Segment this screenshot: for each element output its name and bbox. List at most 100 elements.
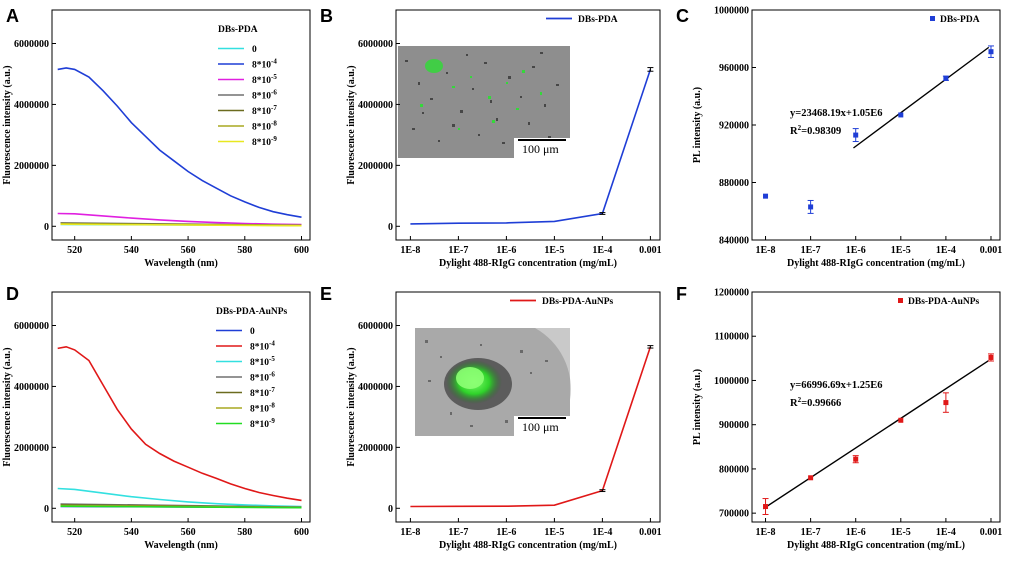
x-tick-label: 580: [237, 527, 252, 538]
y-tick-label: 6000000: [358, 39, 393, 50]
panel-label-b: B: [320, 6, 333, 26]
series-line: [60, 223, 302, 227]
x-tick-label: 0.001: [980, 527, 1003, 538]
legend-label: 8*10-7: [250, 386, 275, 399]
legend-label: 8*10-8: [252, 120, 277, 133]
x-tick-label: 580: [237, 245, 252, 256]
x-tick-label: 560: [181, 527, 196, 538]
legend-label: 0: [250, 327, 255, 337]
y-tick-label: 6000000: [14, 321, 49, 332]
y-tick-label: 880000: [719, 178, 749, 189]
plot-area: [762, 353, 994, 515]
series-line: [57, 345, 302, 502]
plot-frame: [51, 9, 311, 241]
fit-equation-c: y=23468.19x+1.05E6: [790, 108, 882, 119]
legend-label: 8*10-8: [250, 402, 275, 415]
plot-frame: [395, 9, 661, 241]
y-tick-label: 4000000: [358, 100, 393, 111]
x-axis-label: Wavelength (nm): [144, 258, 218, 269]
legend-label: 0: [252, 45, 257, 55]
y-axis-label: PL intensity (a.u.): [692, 369, 703, 445]
x-axis-label: Dylight 488-RIgG concentration (mg/mL): [787, 540, 965, 551]
plot-area: [410, 67, 654, 225]
y-tick-label: 0: [44, 504, 49, 515]
r-squared-c: R2=0.98309: [790, 124, 841, 137]
plot-frame: [751, 291, 1001, 523]
y-tick-label: 4000000: [14, 100, 49, 111]
legend-marker: [930, 16, 935, 21]
series-line: [57, 67, 302, 218]
fit-line: [762, 359, 990, 510]
data-point: [763, 504, 769, 510]
y-tick-label: 1200000: [714, 288, 749, 299]
y-tick-label: 900000: [719, 420, 749, 431]
x-tick-label: 600: [294, 245, 309, 256]
panel-label-c: C: [676, 6, 689, 26]
plot-frame: [395, 291, 661, 523]
plot-area: [763, 45, 994, 214]
y-tick-label: 1100000: [715, 332, 749, 343]
r-squared-f: R2=0.99666: [790, 396, 841, 409]
x-tick-label: 1E-8: [400, 245, 420, 256]
y-axis-label: Fluorescence intensity (a.u.): [346, 347, 357, 466]
data-point: [988, 49, 994, 55]
data-point: [808, 204, 814, 210]
y-tick-label: 840000: [719, 236, 749, 247]
y-axis-label: Fluorescence intensity (a.u.): [2, 347, 13, 466]
x-tick-label: 1E-4: [592, 527, 612, 538]
y-tick-label: 700000: [719, 509, 749, 520]
panel-label-d: D: [6, 284, 19, 304]
y-tick-label: 2000000: [358, 443, 393, 454]
legend-label: 8*10-9: [252, 135, 277, 148]
y-axis-label: Fluorescence intensity (a.u.): [346, 65, 357, 184]
chart-panel-a: 520 540 560 580 600 0 2000000 4000000 6000000 Wav…: [2, 9, 311, 269]
x-tick-label: 1E-4: [592, 245, 612, 256]
y-tick-label: 4000000: [14, 382, 49, 393]
data-point: [853, 132, 859, 138]
data-point: [763, 193, 769, 199]
data-point: [853, 456, 859, 462]
x-tick-label: 1E-6: [846, 245, 866, 256]
x-tick-label: 1E-7: [448, 245, 468, 256]
x-tick-label: 520: [67, 527, 82, 538]
y-tick-label: 0: [44, 222, 49, 233]
legend-label: 8*10-5: [252, 73, 277, 86]
series-line: [60, 505, 302, 509]
x-tick-label: 1E-6: [496, 527, 516, 538]
legend-label: 8*10-9: [250, 417, 275, 430]
y-tick-label: 2000000: [358, 161, 393, 172]
plot-area: [57, 345, 302, 509]
x-tick-label: 1E-5: [544, 245, 564, 256]
chart-panel-b: 1E-8 1E-7 1E-6 1E-5 1E-4 0.001 0 2000000 4000000…: [346, 9, 662, 269]
chart-panel-c: 1E-8 1E-7 1E-6 1E-5 1E-4 0.001 840000 880000 920…: [692, 6, 1002, 270]
scale-bar-e-label: 100 μm: [522, 420, 559, 434]
series-line: [410, 346, 652, 508]
plot-area: [57, 67, 302, 227]
micrograph-inset-e: 100 μm: [415, 328, 571, 436]
legend-title: DBs-PDA: [218, 25, 258, 35]
x-tick-label: 520: [67, 245, 82, 256]
chart-panel-f: 1E-8 1E-7 1E-6 1E-5 1E-4 0.001 700000 800000 900…: [692, 288, 1002, 552]
legend-label: DBs-PDA: [940, 15, 980, 25]
y-tick-label: 0: [388, 504, 393, 515]
x-tick-label: 1E-7: [801, 245, 821, 256]
x-tick-label: 560: [181, 245, 196, 256]
legend-label: 8*10-4: [250, 340, 275, 353]
legend-label: 8*10-4: [252, 58, 277, 71]
x-tick-label: 1E-6: [496, 245, 516, 256]
x-tick-label: 540: [124, 527, 139, 538]
panel-label-f: F: [676, 284, 687, 304]
y-tick-label: 0: [388, 222, 393, 233]
plot-area: [410, 345, 654, 508]
series-line: [410, 69, 652, 225]
x-tick-label: 1E-5: [891, 245, 911, 256]
x-tick-label: 0.001: [639, 245, 662, 256]
chart-panel-e: 1E-8 1E-7 1E-6 1E-5 1E-4 0.001 0 2000000 4000000…: [346, 291, 662, 551]
legend-label: 8*10-6: [250, 371, 275, 384]
fit-line: [853, 46, 990, 149]
y-tick-label: 800000: [719, 464, 749, 475]
series-line: [57, 212, 302, 226]
data-point: [988, 354, 994, 360]
x-tick-label: 1E-8: [756, 245, 776, 256]
